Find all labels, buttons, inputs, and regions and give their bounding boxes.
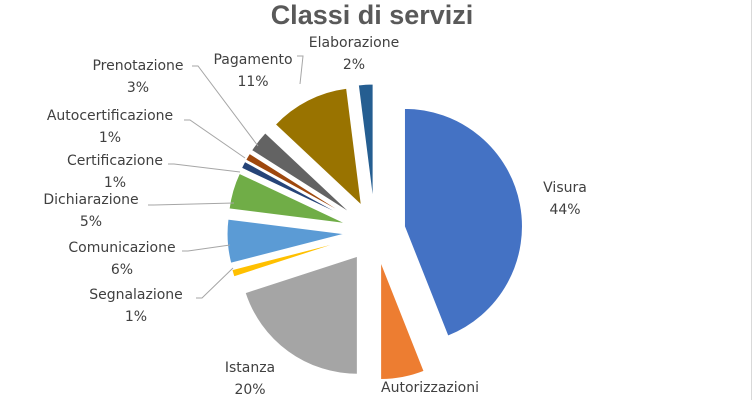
pie-slice-visura <box>403 107 523 337</box>
leader-line <box>192 65 259 147</box>
data-label-percent: 5% <box>80 214 102 230</box>
data-label-name: Istanza <box>225 360 275 376</box>
data-label-percent: 2% <box>343 57 365 73</box>
data-label-name: Prenotazione <box>92 58 183 74</box>
data-label-name: Pagamento <box>213 52 292 68</box>
leader-line <box>148 202 235 206</box>
data-label-name: Comunicazione <box>68 240 175 256</box>
pie-slice-istanza <box>244 255 358 375</box>
leader-line <box>168 163 241 173</box>
data-label-percent: 1% <box>99 130 121 146</box>
pie-slice-dichiarazione <box>228 172 347 225</box>
pie-slice-autorizzazioni <box>380 261 425 380</box>
pie-slice-prenotazione <box>250 132 352 215</box>
data-label-name: Certificazione <box>67 153 163 169</box>
data-label-name: Segnalazione <box>89 287 183 303</box>
leader-line <box>297 55 304 85</box>
chart-title: Classi di servizi <box>271 0 474 30</box>
data-label-percent: 6% <box>111 262 133 278</box>
pie-slice-elaborazione <box>357 83 374 203</box>
data-label-name: Elaborazione <box>309 35 399 51</box>
data-label-percent: 11% <box>237 74 268 90</box>
pie-slice-autocertificazione <box>245 152 350 218</box>
leader-lines-layer <box>148 55 304 299</box>
labels-layer: Visura 44% Autorizzazioni Istanza 20% Segnala… <box>43 35 587 398</box>
slices-layer <box>226 83 523 380</box>
leader-line <box>182 244 231 252</box>
data-label-percent: 1% <box>104 175 126 191</box>
leader-line <box>184 119 246 159</box>
pie-slice-pagamento <box>274 87 363 207</box>
leader-line <box>196 267 234 299</box>
data-label-name: Autocertificazione <box>47 108 173 124</box>
data-label-percent: 44% <box>549 202 580 218</box>
data-label-name: Dichiarazione <box>43 192 138 208</box>
data-label-percent: 3% <box>127 80 149 96</box>
data-label-percent: 1% <box>125 309 147 325</box>
pie-slice-comunicazione <box>226 218 346 264</box>
pie-slice-certificazione <box>240 160 349 219</box>
data-label-percent: 20% <box>234 382 265 398</box>
data-label-name: Visura <box>543 180 587 196</box>
data-label-name: Autorizzazioni <box>381 380 479 396</box>
